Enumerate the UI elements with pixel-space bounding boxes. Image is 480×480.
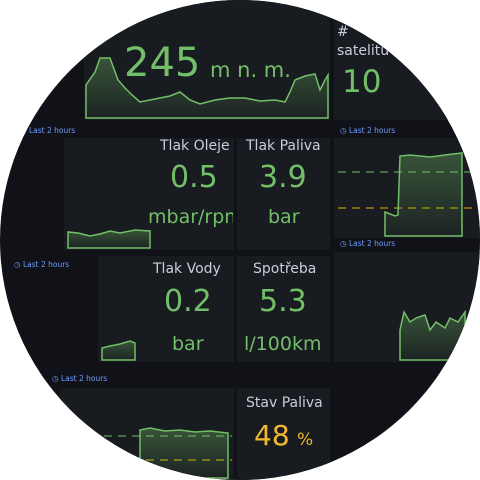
satellites-panel	[334, 0, 480, 120]
title: #	[337, 24, 349, 40]
title: Spotřeba	[253, 261, 317, 277]
sparkline	[67, 229, 151, 249]
time-range: Last 2 hours	[340, 126, 395, 135]
sparkline	[101, 340, 136, 361]
title: satelitů	[337, 43, 390, 59]
time-range: Last 2 hours	[20, 126, 75, 135]
value: 48	[254, 419, 290, 452]
value: 0.2	[164, 284, 212, 319]
value: 5.3	[259, 284, 307, 319]
value: 3.9	[259, 160, 307, 195]
unit: bar	[172, 333, 204, 355]
sparkline	[384, 152, 463, 237]
unit: %	[297, 430, 314, 450]
sparkline	[85, 57, 329, 119]
unit: m n. m.	[210, 58, 291, 82]
title: Stav Paliva	[246, 395, 323, 411]
fuel-level-panel	[237, 388, 330, 480]
time-range: Last 2 hours	[52, 374, 107, 383]
consumption-panel	[237, 256, 330, 362]
sparkline	[399, 309, 466, 361]
value: 245	[124, 40, 201, 86]
unit: mbar/rpm	[148, 206, 233, 228]
unit: bar	[268, 206, 300, 228]
fuel-pressure-panel	[237, 138, 330, 250]
time-range: Last 2 hours	[340, 239, 395, 248]
value: 0.5	[170, 160, 218, 195]
title: Tlak Paliva	[246, 138, 321, 154]
time-range: Last 2 hours	[14, 260, 69, 269]
title: Tlak Vody	[153, 261, 221, 277]
sparkline	[139, 427, 229, 479]
title: Tlak Oleje	[160, 138, 230, 154]
unit: l/100km	[244, 333, 322, 355]
value: 10	[342, 64, 382, 100]
